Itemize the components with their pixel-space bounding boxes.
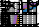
50 $\mu_0$ — [11, 18, 12, 19]
100 $\mu_0$ — [18, 15, 19, 16]
200 $\mu_0$ — [11, 18, 12, 19]
150 $\mu_0$ — [18, 14, 19, 15]
Line: 50 $\mu_0$: 50 $\mu_0$ — [5, 18, 19, 19]
150 $\mu_0$ — [11, 18, 12, 19]
1 $\mu_0$ — [11, 18, 12, 19]
100 $\mu_0$ — [12, 18, 13, 19]
1 $\mu_0$ — [18, 18, 19, 19]
100 $\mu_0$ — [11, 18, 12, 19]
Line: 150 $\mu_0$: 150 $\mu_0$ — [5, 14, 19, 19]
1 $\mu_0$ — [11, 18, 12, 19]
150 $\mu_0$ — [12, 18, 13, 19]
Legend: 1 $\mu_0$, 50 $\mu_0$, 100 $\mu_0$, 150 $\mu_0$, 200 $\mu_0$: 1 $\mu_0$, 50 $\mu_0$, 100 $\mu_0$, 150 … — [16, 14, 39, 27]
100 $\mu_0$ — [11, 18, 12, 19]
200 $\mu_0$ — [12, 18, 13, 19]
Title: (b) E imag: (b) E imag — [0, 0, 39, 1]
Line: 200 $\mu_0$: 200 $\mu_0$ — [5, 12, 19, 19]
Line: 100 $\mu_0$: 100 $\mu_0$ — [5, 16, 19, 19]
1 $\mu_0$ — [12, 18, 13, 19]
50 $\mu_0$ — [12, 18, 13, 19]
50 $\mu_0$ — [16, 18, 17, 19]
1 $\mu_0$ — [18, 18, 19, 19]
50 $\mu_0$ — [11, 18, 12, 19]
200 $\mu_0$ — [13, 18, 14, 19]
Title: (d) E phase: (d) E phase — [0, 0, 39, 12]
150 $\mu_0$ — [11, 18, 12, 19]
200 $\mu_0$ — [11, 18, 12, 19]
150 $\mu_0$ — [18, 13, 19, 14]
